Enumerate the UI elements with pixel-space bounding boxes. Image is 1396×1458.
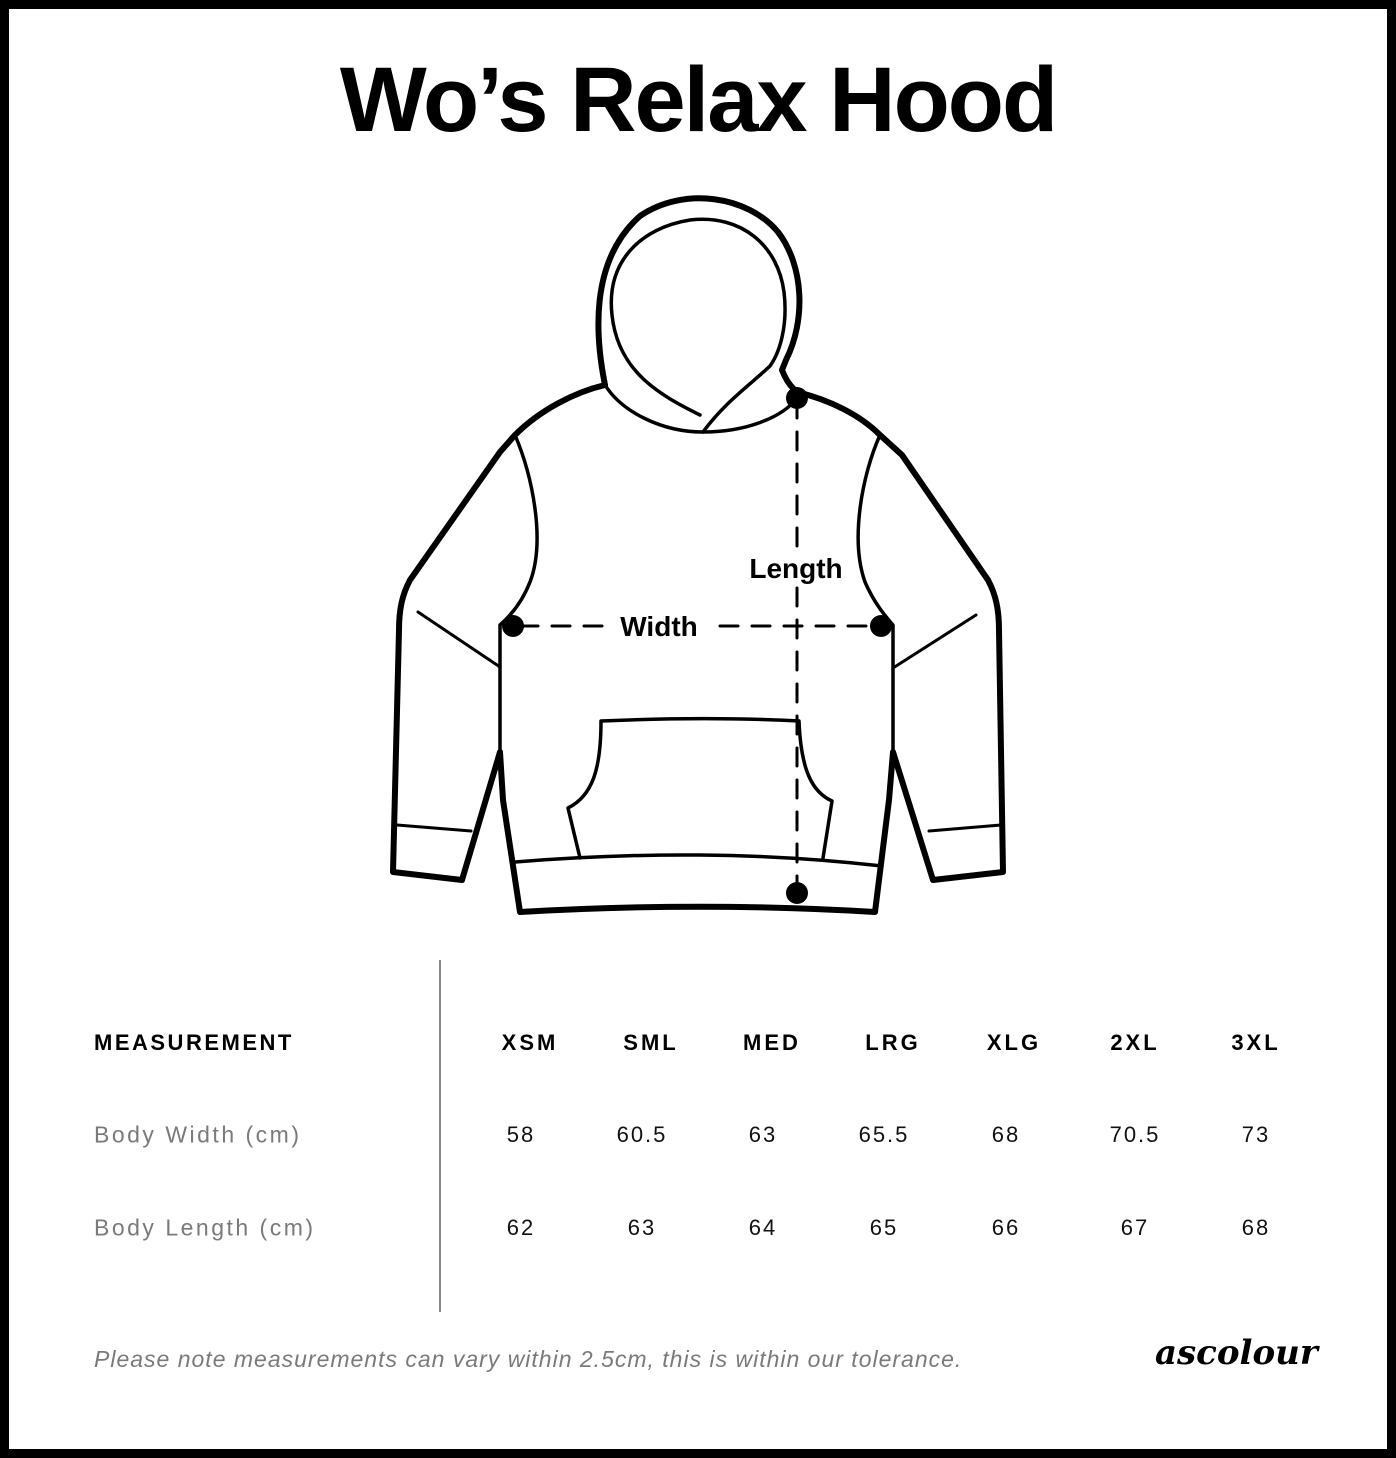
- width-left-marker: [502, 615, 524, 637]
- hoodie-diagram: Width Length: [390, 195, 1006, 915]
- page-title: Wo’s Relax Hood: [339, 49, 1058, 151]
- length-label: Length: [749, 553, 842, 584]
- size-header: XSM: [501, 1030, 559, 1055]
- right-armhole-seam: [856, 433, 895, 754]
- table-cell: 63: [748, 1122, 778, 1147]
- size-header: 2XL: [1110, 1030, 1160, 1055]
- brand-logo: ascolour: [1155, 1333, 1318, 1373]
- table-cell: 66: [991, 1215, 1021, 1240]
- kangaroo-pocket: [566, 717, 834, 860]
- table-cell: 65: [869, 1215, 899, 1240]
- measurement-header: MEASUREMENT: [94, 1030, 294, 1055]
- table-cell: 67: [1120, 1215, 1150, 1240]
- right-cuff: [927, 823, 1003, 833]
- hoodie-outline: [390, 382, 1006, 915]
- hood-inner: [609, 217, 787, 434]
- table-cell: 60.5: [616, 1122, 668, 1147]
- table-divider: [439, 960, 441, 1312]
- table-cell: 73: [1241, 1122, 1271, 1147]
- hood-outer: [595, 195, 803, 395]
- size-header: MED: [743, 1030, 801, 1055]
- width-label: Width: [620, 611, 698, 642]
- table-cell: 58: [506, 1122, 536, 1147]
- table-cell: 70.5: [1109, 1122, 1161, 1147]
- width-right-marker: [870, 615, 892, 637]
- size-header: LRG: [865, 1030, 921, 1055]
- left-cuff: [395, 823, 473, 833]
- hood-collar: [603, 383, 799, 434]
- size-header: XLG: [986, 1030, 1042, 1055]
- size-header: 3XL: [1231, 1030, 1281, 1055]
- row-label-body-length: Body Length (cm): [94, 1214, 316, 1241]
- table-cell: 65.5: [858, 1122, 910, 1147]
- table-cell: 64: [748, 1215, 778, 1240]
- table-cell: 62: [506, 1215, 536, 1240]
- size-header: SML: [623, 1030, 679, 1055]
- table-cell: 68: [991, 1122, 1021, 1147]
- row-label-body-width: Body Width (cm): [94, 1121, 302, 1148]
- tolerance-note: Please note measurements can vary within…: [94, 1346, 963, 1372]
- left-armhole-seam: [498, 433, 539, 754]
- table-cell: 63: [627, 1215, 657, 1240]
- waistband: [513, 853, 884, 868]
- table-cell: 68: [1241, 1215, 1271, 1240]
- length-top-marker: [786, 387, 808, 409]
- length-bottom-marker: [786, 882, 808, 904]
